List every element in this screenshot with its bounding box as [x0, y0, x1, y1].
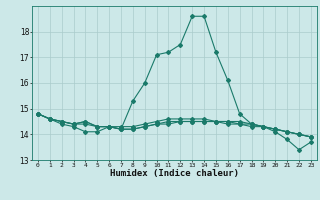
X-axis label: Humidex (Indice chaleur): Humidex (Indice chaleur)	[110, 169, 239, 178]
